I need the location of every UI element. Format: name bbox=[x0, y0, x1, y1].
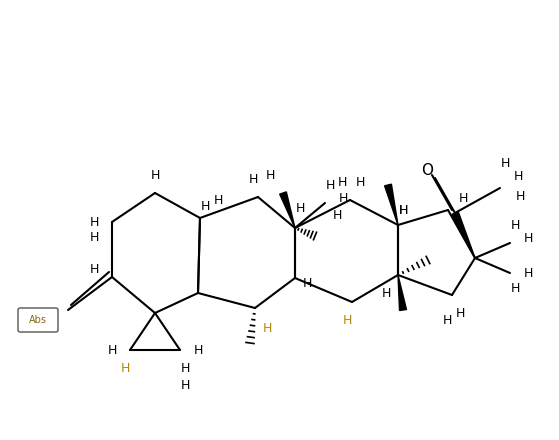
Polygon shape bbox=[280, 192, 295, 228]
Text: H: H bbox=[332, 209, 342, 221]
Text: H: H bbox=[214, 194, 222, 206]
Text: H: H bbox=[200, 199, 210, 213]
Text: H: H bbox=[458, 191, 468, 205]
Text: H: H bbox=[120, 362, 130, 374]
Text: H: H bbox=[381, 286, 391, 300]
Text: H: H bbox=[266, 169, 274, 181]
Text: H: H bbox=[399, 203, 408, 216]
Text: H: H bbox=[523, 267, 533, 279]
Polygon shape bbox=[385, 184, 398, 225]
Text: H: H bbox=[325, 179, 335, 191]
Text: H: H bbox=[302, 276, 312, 290]
Text: H: H bbox=[338, 191, 348, 205]
Text: H: H bbox=[510, 282, 520, 294]
Text: H: H bbox=[442, 313, 452, 326]
Text: H: H bbox=[89, 231, 99, 243]
Polygon shape bbox=[398, 275, 406, 311]
Text: H: H bbox=[295, 202, 305, 215]
Text: H: H bbox=[515, 190, 525, 202]
Text: H: H bbox=[181, 362, 190, 374]
Text: O: O bbox=[421, 162, 433, 177]
Text: Abs: Abs bbox=[29, 315, 47, 325]
Text: H: H bbox=[456, 307, 465, 319]
Text: H: H bbox=[399, 203, 408, 216]
Text: H: H bbox=[107, 344, 117, 356]
Text: H: H bbox=[248, 172, 258, 186]
Text: H: H bbox=[89, 263, 99, 275]
Text: H: H bbox=[150, 169, 160, 181]
Text: H: H bbox=[262, 322, 272, 334]
Text: H: H bbox=[193, 344, 203, 356]
Text: H: H bbox=[500, 157, 510, 169]
FancyBboxPatch shape bbox=[18, 308, 58, 332]
Text: H: H bbox=[181, 378, 190, 392]
Text: H: H bbox=[89, 216, 99, 228]
Text: H: H bbox=[510, 219, 520, 231]
Text: H: H bbox=[523, 231, 533, 245]
Text: H: H bbox=[356, 176, 364, 188]
Text: H: H bbox=[513, 169, 523, 183]
Polygon shape bbox=[452, 212, 475, 258]
Text: H: H bbox=[337, 176, 347, 188]
Text: H: H bbox=[342, 313, 352, 326]
